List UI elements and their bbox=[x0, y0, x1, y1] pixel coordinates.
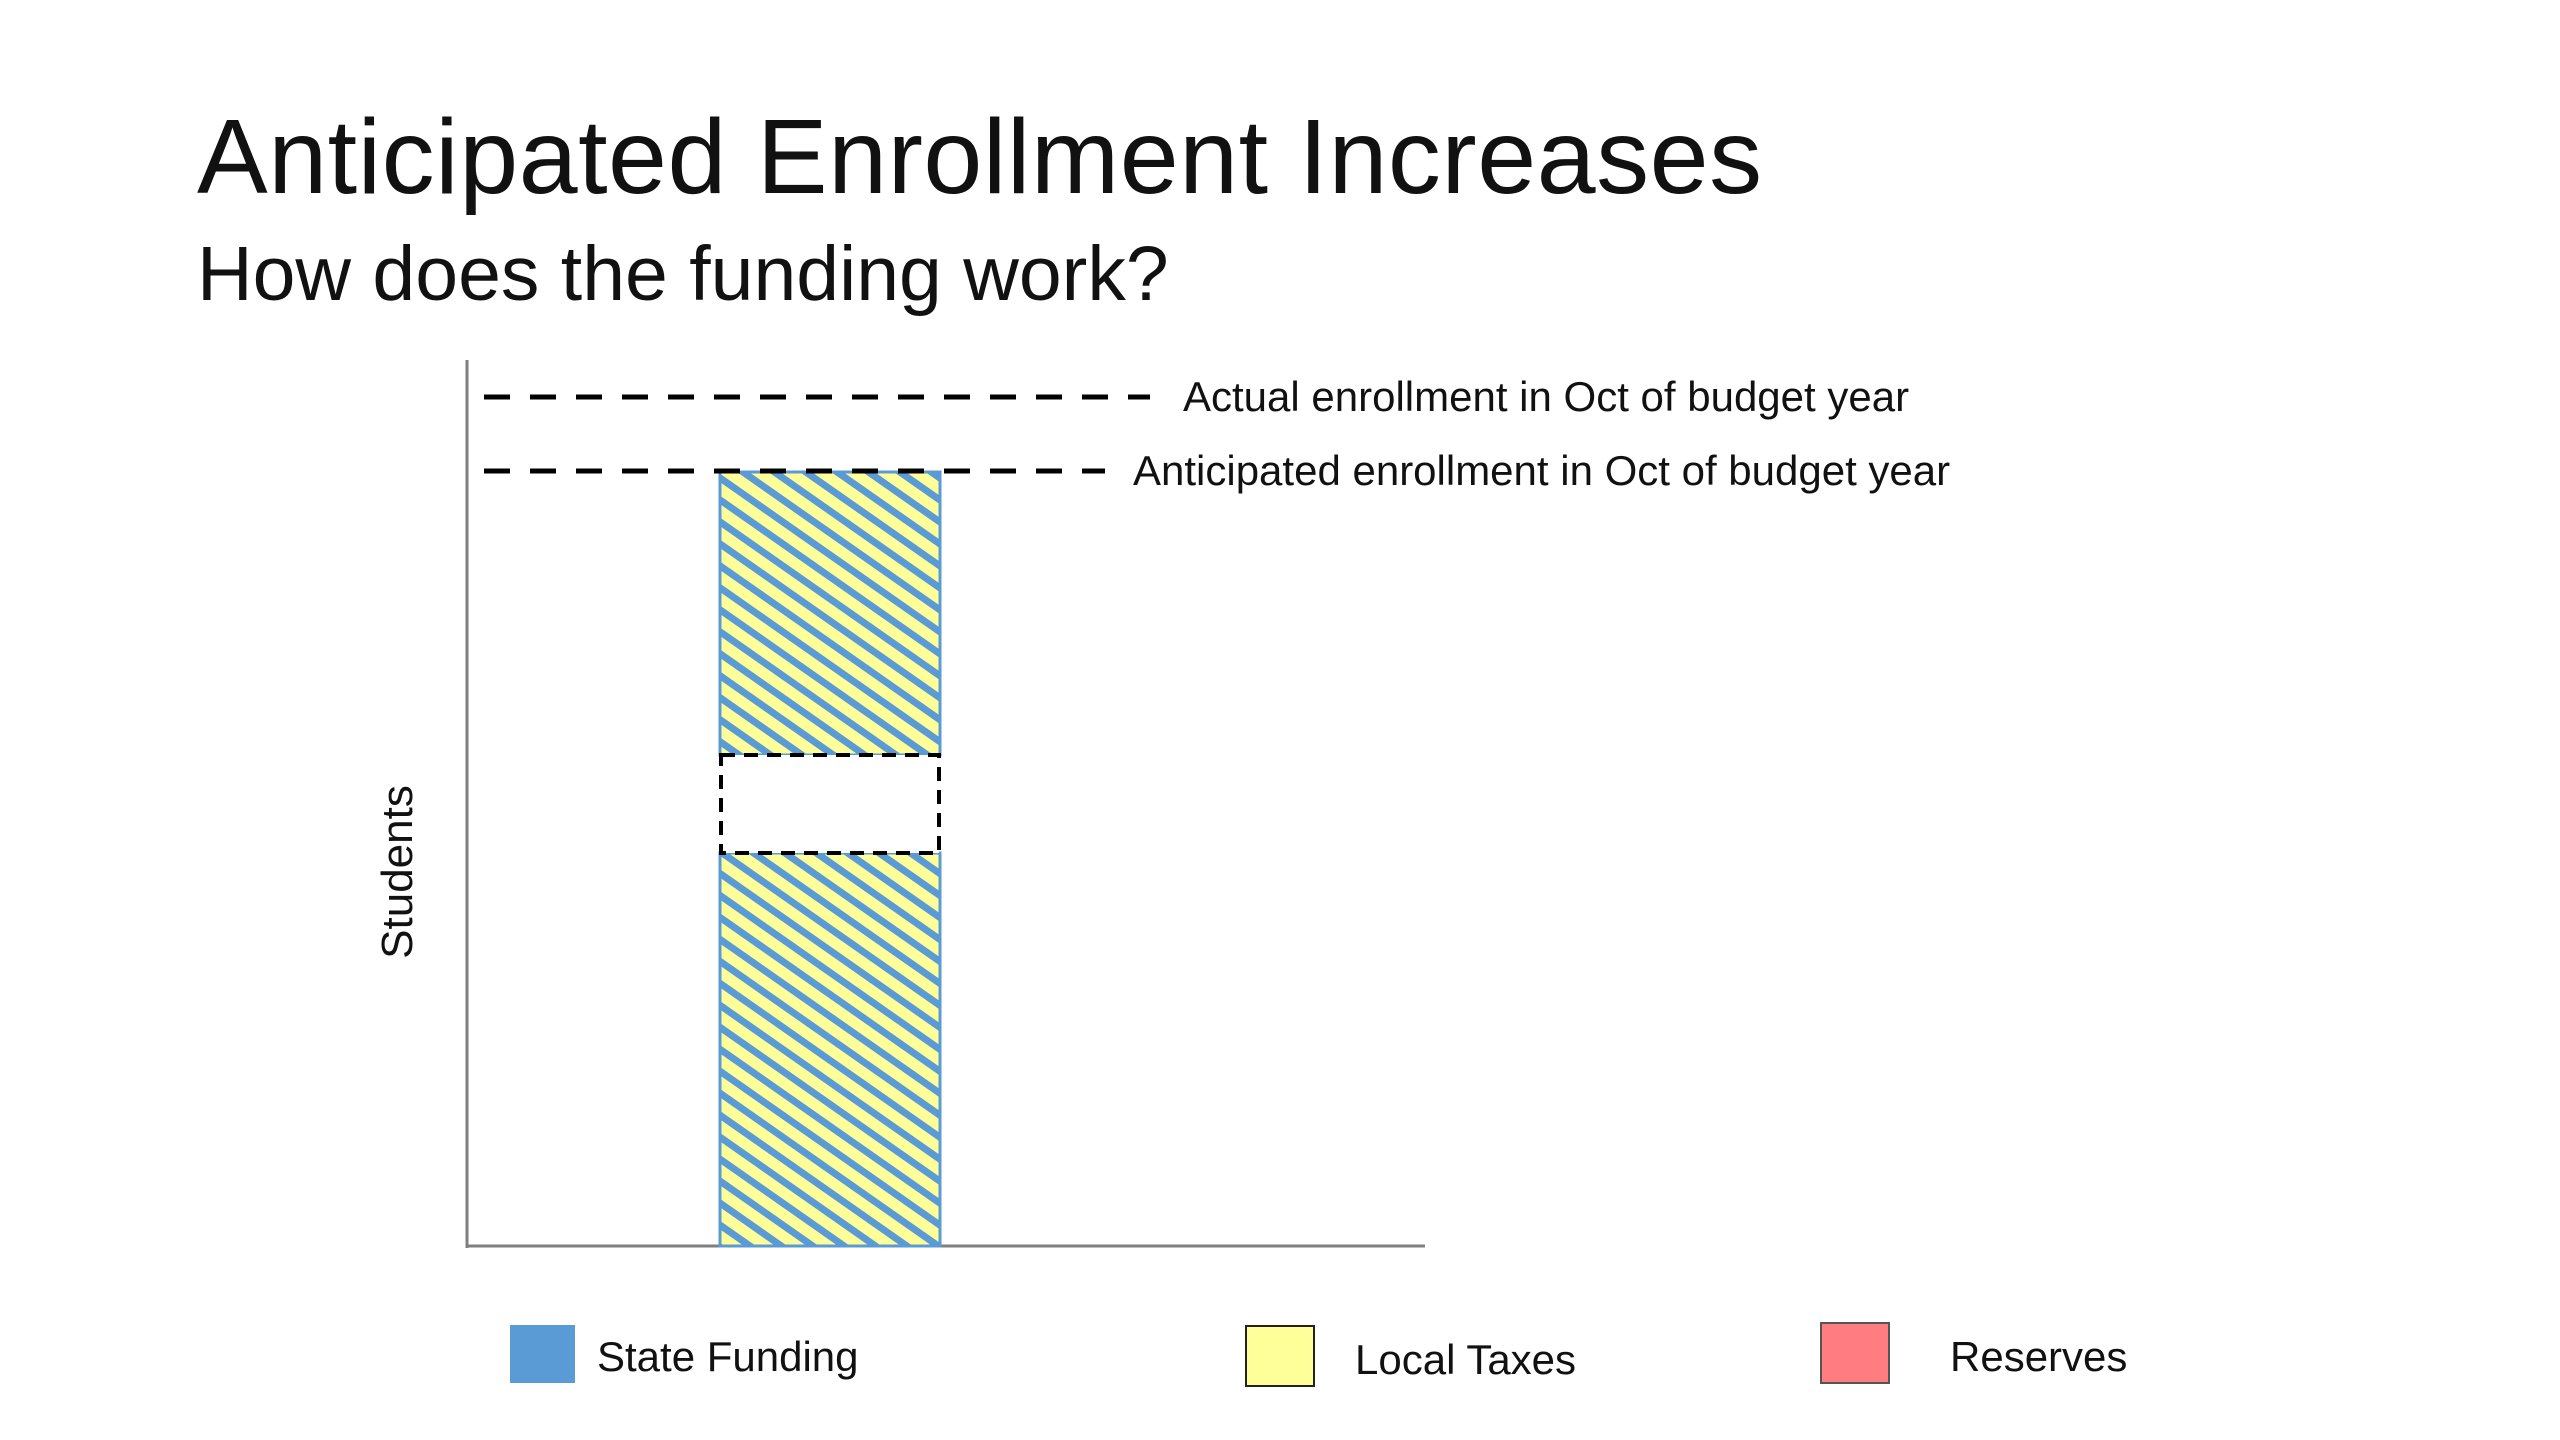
enrollment-bar-lower bbox=[718, 851, 942, 1248]
legend-swatch-state-funding bbox=[510, 1325, 575, 1383]
legend-swatch-reserves bbox=[1820, 1322, 1890, 1384]
actual-enrollment-label: Actual enrollment in Oct of budget year bbox=[1183, 373, 1909, 420]
enrollment-bar-upper bbox=[718, 470, 942, 757]
legend-label-state-funding: State Funding bbox=[597, 1333, 859, 1380]
anticipated-enrollment-label: Anticipated enrollment in Oct of budget … bbox=[1133, 447, 1950, 494]
enrollment-gap-box bbox=[719, 753, 941, 855]
legend-label-local-taxes: Local Taxes bbox=[1355, 1336, 1576, 1383]
slide-subtitle: How does the funding work? bbox=[197, 231, 1169, 317]
slide-title: Anticipated Enrollment Increases bbox=[197, 98, 1763, 216]
legend-swatch-local-taxes bbox=[1245, 1325, 1315, 1387]
legend-label-reserves: Reserves bbox=[1950, 1333, 2127, 1380]
legend: State Funding Local Taxes Reserves bbox=[510, 1322, 2127, 1387]
y-axis-label: Students bbox=[373, 785, 422, 959]
